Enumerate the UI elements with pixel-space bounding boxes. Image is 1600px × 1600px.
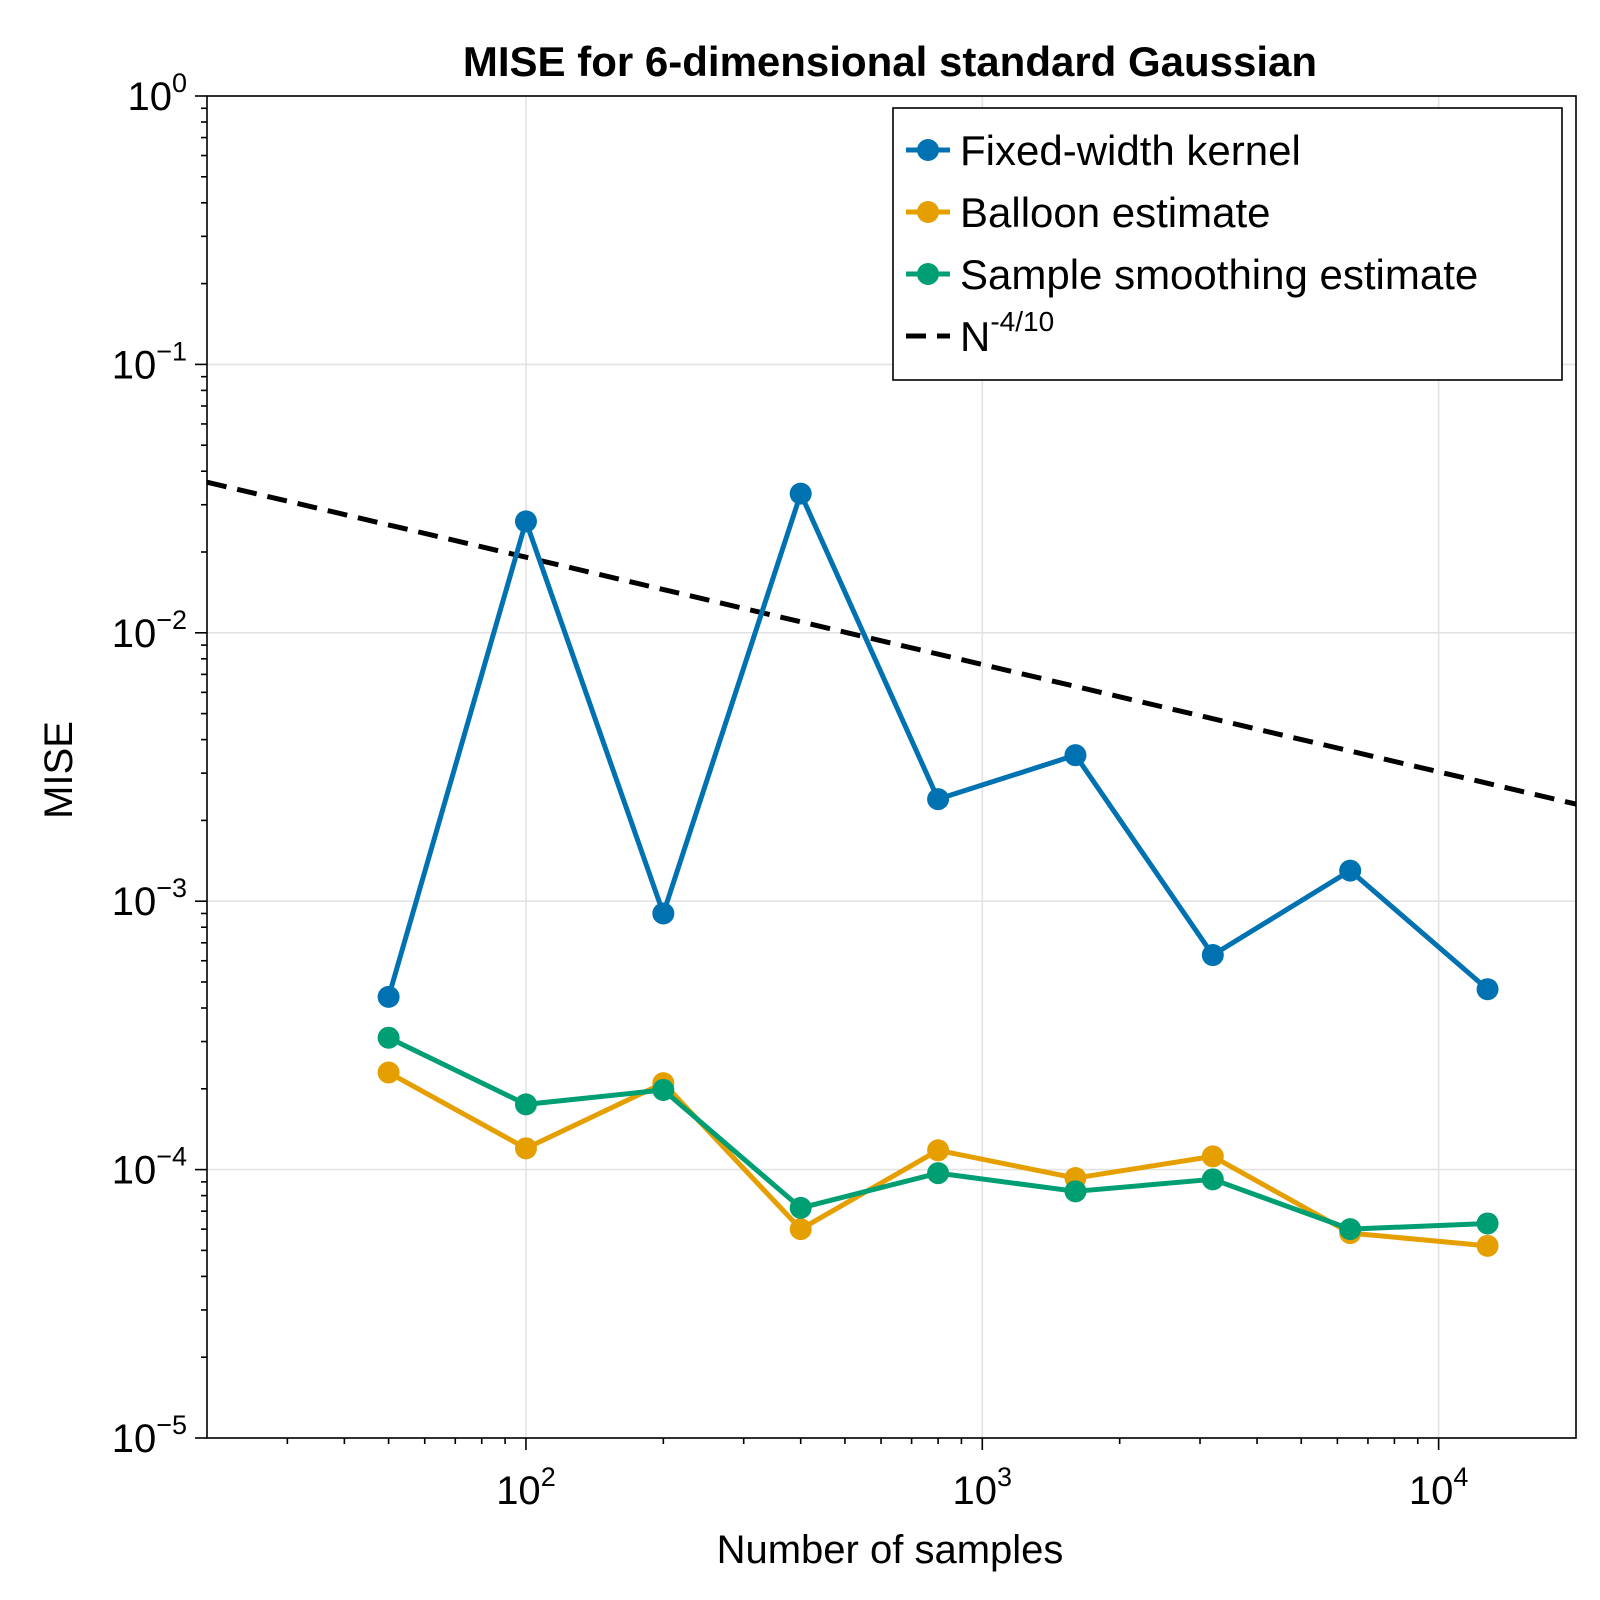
legend-swatch-marker — [917, 201, 939, 223]
data-point — [1201, 1145, 1224, 1168]
legend-label: Sample smoothing estimate — [960, 251, 1478, 298]
x-tick-labels: 102 103 104 — [496, 1462, 1468, 1513]
data-point — [1201, 944, 1224, 967]
y-tick-label: 10−3 — [112, 873, 187, 924]
series-fixed-width-kernel — [377, 482, 1499, 1008]
data-point — [652, 1078, 675, 1101]
legend-swatch-marker — [917, 139, 939, 161]
y-axis-label: MISE — [37, 721, 81, 819]
y-tick-label: 10−4 — [112, 1142, 187, 1193]
data-point — [377, 1061, 400, 1084]
data-point — [789, 482, 812, 505]
data-point — [1064, 1180, 1087, 1203]
x-tick-label: 102 — [496, 1462, 556, 1513]
y-tick-label: 100 — [127, 68, 187, 119]
legend-swatch-marker — [917, 263, 939, 285]
data-point — [789, 1218, 812, 1241]
legend-items: Fixed-width kernel Balloon estimate Sample… — [906, 127, 1478, 360]
legend-box — [892, 107, 1563, 381]
x-tick-label: 103 — [953, 1462, 1013, 1513]
data-point — [1476, 1212, 1499, 1235]
data-point — [1339, 859, 1362, 882]
data-point — [927, 1139, 950, 1162]
reference-line — [206, 479, 1577, 807]
data-point — [514, 1137, 537, 1160]
data-point — [789, 1196, 812, 1219]
y-tick-labels: 100 10−1 10−2 10−3 10−4 10−5 — [112, 68, 187, 1461]
series-sample-smoothing-estimate — [377, 1026, 1499, 1241]
y-tick-label: 10−5 — [112, 1410, 187, 1461]
series-line — [386, 491, 1490, 998]
data-point — [1064, 744, 1087, 767]
legend-label: Balloon estimate — [960, 189, 1271, 236]
data-point — [1201, 1168, 1224, 1191]
legend-item: Sample smoothing estimate — [906, 251, 1478, 298]
data-point — [377, 985, 400, 1008]
data-point — [927, 788, 950, 811]
data-point — [1339, 1218, 1362, 1241]
minor-ticks — [201, 107, 1419, 1444]
data-point — [1476, 1234, 1499, 1257]
data-point — [377, 1026, 400, 1049]
legend-item: Fixed-width kernel — [906, 127, 1301, 174]
legend: Fixed-width kernel Balloon estimate Sample… — [892, 107, 1563, 381]
series-layer — [206, 479, 1577, 1257]
legend-item-reference: N-4/10 — [906, 306, 1054, 360]
x-axis-label: Number of samples — [717, 1528, 1064, 1572]
data-point — [652, 902, 675, 925]
plot-frame — [206, 95, 1577, 1439]
chart-title: MISE for 6-dimensional standard Gaussian — [463, 38, 1317, 85]
major-ticks — [195, 95, 1440, 1450]
data-point — [514, 510, 537, 533]
legend-label: N-4/10 — [960, 306, 1054, 360]
data-point — [514, 1093, 537, 1116]
data-point — [1476, 978, 1499, 1001]
y-tick-label: 10−2 — [112, 605, 187, 656]
series-balloon-estimate — [377, 1061, 1499, 1257]
legend-label: Fixed-width kernel — [960, 127, 1301, 174]
legend-item: Balloon estimate — [906, 189, 1271, 236]
y-tick-label: 10−1 — [112, 336, 187, 387]
x-tick-label: 104 — [1409, 1462, 1469, 1513]
data-point — [927, 1162, 950, 1185]
